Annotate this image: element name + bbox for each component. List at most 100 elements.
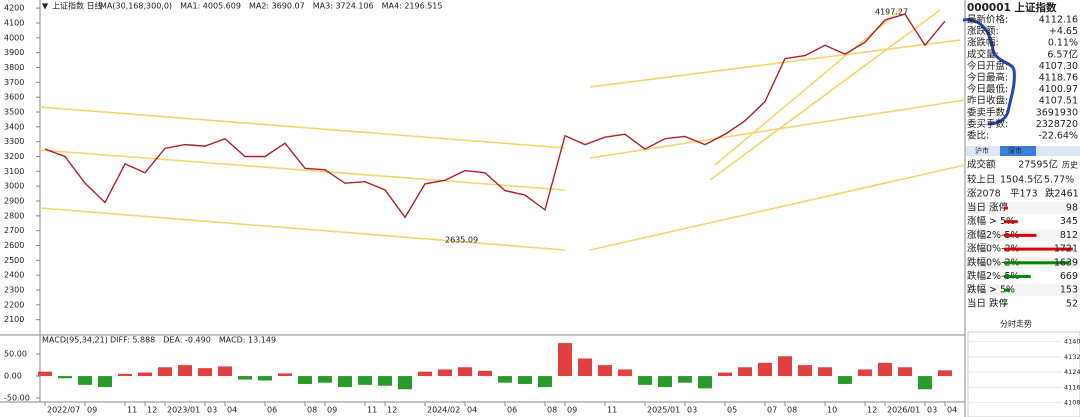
y-tick-label: 2300 [4,285,24,294]
turnover-label: 成交额 [967,159,996,171]
breadth-value: 1639 [1054,257,1078,268]
macd-bar [278,373,292,377]
quote-value: 4107.51 [1039,96,1078,107]
y-tick-label: 3100 [4,167,24,176]
macd-bar [398,376,412,390]
y-tick-label: 3300 [4,137,24,146]
macd-bar [38,371,52,377]
y-tick-label: 3700 [4,78,24,87]
x-tick-label: 04 [947,406,957,415]
macd-bar [178,365,192,377]
quote-label: 委卖手数: [967,106,1008,118]
quote-label: 今日最高: [967,72,1008,84]
breadth-value: 669 [1060,271,1078,282]
quote-label: 昨日收盘: [967,95,1008,107]
annotation: 2635.09 [445,236,478,245]
macd-bar [658,376,672,388]
scribble [962,18,1016,126]
x-tick-label: 05 [727,406,737,415]
breadth-label: 跌幅2%-5% [967,270,1020,282]
breadth-label: 当日 涨停 [967,202,1009,214]
row-bg [966,215,1080,228]
x-tick-label: 06 [507,406,517,415]
indicator: MA4: 2196.515 [382,2,443,11]
indicator: MA2: 3690.07 [249,2,305,11]
x-tick-label: 2025/01 [647,406,680,415]
breadth-value: 1721 [1054,244,1078,255]
y-tick-label: 2400 [4,271,24,280]
y-tick-label: 2700 [4,226,24,235]
tab-active [1000,146,1036,156]
macd-bar [898,367,912,377]
y-tick-label: 2100 [4,315,24,324]
quote-value: -22.64% [1038,131,1078,142]
macd-bar [298,376,312,384]
y-tick-label: 3200 [4,152,24,161]
y-tick-label: 2600 [4,241,24,250]
macd-bar [318,376,332,383]
x-tick-label: 11 [127,406,137,415]
breadth-label: 涨幅0%-2% [967,243,1020,255]
macd-bar [858,369,872,377]
x-tick-label: 11 [367,406,377,415]
quote-value: 0.11% [1048,38,1078,49]
intraday-title: 分时走势 [1000,319,1032,329]
x-tick-label: 11 [607,406,617,415]
breadth-bar [1004,302,1007,306]
breadth-label: 跌幅0%-2% [967,256,1020,268]
breadth-label: 涨幅 > 5% [967,215,1015,227]
quote-value: +4.65 [1049,26,1078,37]
quote-label: 成交量: [967,48,999,60]
intraday-frame [967,331,1080,417]
y-tick-label: 4100 [4,18,24,27]
breadth-bar [1004,261,1070,265]
breadth-bar [1004,233,1037,237]
x-tick-label: 10 [827,406,837,415]
macd-title: MACD(95,34,21) [42,336,108,345]
tab: 深市 [1008,146,1022,155]
x-tick-label: 08 [787,406,797,415]
turnover-value: 27595亿 [1018,159,1058,171]
change-value: 1504.5亿 [1000,174,1043,186]
x-tick-label: 2023/01 [167,406,200,415]
breadth-label: 跌幅 > 5% [967,284,1015,296]
x-tick-label: 03 [687,406,697,415]
macd-bar [418,371,432,377]
intraday-tick-label: 4132 [1064,353,1080,361]
y-tick-label: 3600 [4,93,24,102]
y-tick-label: -50.00 [4,394,30,403]
macd-legend: DIFF: 5.888 [110,336,155,345]
x-tick-label: 2024/02 [427,406,460,415]
quote-value: 4112.16 [1039,15,1078,26]
breadth-value: 153 [1060,285,1078,296]
macd-bar [58,376,72,379]
intraday-tick-label: 4140 [1064,338,1080,346]
breadth-value: 345 [1060,216,1078,227]
x-tick-label: 09 [567,406,577,415]
macd-bar [578,358,592,377]
indicator: MA1: 4005.609 [180,2,241,11]
macd-bar [698,376,712,389]
macd-bar [718,372,732,377]
row-bg [966,284,1080,297]
x-tick-label: 12 [387,406,397,415]
quote-label: 委买手数: [967,118,1008,130]
x-tick-label: 12 [147,406,157,415]
x-tick-label: 2022/07 [47,406,80,415]
y-tick-label: 4000 [4,33,24,42]
macd-bar [878,362,892,377]
trend-lines [39,9,966,251]
y-tick-label: 0.00 [4,372,22,381]
count: 平173 [1010,189,1038,200]
macd-bar [98,376,112,388]
breadth-value: 98 [1066,203,1078,214]
y-tick-label: 4200 [4,4,24,13]
macd-bar [198,368,212,377]
price-line [44,13,946,219]
quote-value: 4100.97 [1039,84,1078,95]
x-tick-label: 04 [227,406,237,415]
y-tick-label: 2800 [4,211,24,220]
tab: 沪市 [975,146,989,155]
